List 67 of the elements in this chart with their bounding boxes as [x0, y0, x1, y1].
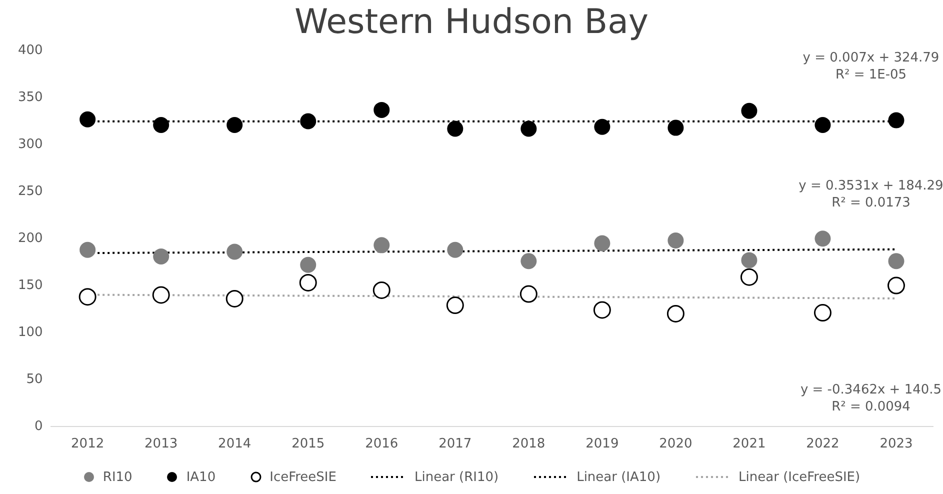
y-tick-label: 200	[18, 230, 43, 246]
point	[668, 232, 684, 248]
y-tick-label: 50	[26, 372, 43, 387]
point	[740, 268, 758, 286]
point	[520, 253, 537, 270]
point	[446, 296, 464, 314]
point	[374, 237, 390, 254]
point	[153, 116, 170, 133]
legend-label: Linear (IA10)	[576, 470, 661, 484]
x-tick-label: 2022	[806, 436, 840, 452]
point	[888, 253, 904, 270]
x-tick-label: 2023	[880, 436, 913, 452]
point	[80, 242, 96, 258]
y-tick-label: 100	[18, 324, 43, 340]
annotation: y = 0.3531x + 184.29 R² = 0.0173	[798, 178, 943, 210]
point	[299, 274, 317, 292]
point	[741, 252, 758, 268]
point	[226, 290, 244, 308]
annotation: y = 0.007x + 324.79 R² = 1E-05	[802, 50, 940, 82]
point	[594, 118, 610, 135]
point	[300, 256, 316, 273]
point	[374, 102, 390, 118]
x-tick-label: 2015	[292, 436, 325, 452]
annotation: y = -0.3462x + 140.5 R² = 0.0094	[800, 382, 942, 414]
point	[814, 304, 832, 322]
point	[226, 116, 243, 133]
x-tick-label: 2017	[438, 436, 472, 452]
point	[153, 248, 170, 264]
point	[593, 301, 611, 319]
point	[78, 288, 96, 306]
x-tick-label: 2019	[586, 436, 619, 452]
point	[814, 230, 831, 247]
point	[80, 111, 96, 128]
x-tick-label: 2018	[512, 436, 546, 452]
point	[814, 116, 831, 133]
chart-title: Western Hudson Bay	[294, 2, 649, 42]
y-tick-label: 400	[18, 43, 43, 58]
point	[372, 281, 390, 299]
point	[447, 120, 464, 137]
x-tick-label: 2014	[218, 436, 252, 452]
point	[152, 286, 170, 304]
point	[887, 276, 905, 294]
point	[888, 112, 904, 128]
legend-label: Linear (RI10)	[414, 470, 499, 484]
x-tick-label: 2021	[732, 436, 766, 452]
point	[520, 285, 538, 303]
point	[668, 120, 684, 136]
legend-label: IceFreeSIE	[270, 470, 336, 484]
x-tick-label: 2012	[71, 436, 104, 452]
legend-label: Linear (IceFreeSIE)	[738, 470, 860, 484]
x-tick-label: 2020	[659, 436, 692, 452]
point	[520, 120, 537, 137]
legend-label: IA10	[186, 470, 216, 484]
y-tick-label: 0	[34, 418, 43, 434]
y-tick-label: 350	[18, 90, 43, 106]
x-tick-label: 2013	[144, 436, 178, 452]
x-tick-label: 2016	[365, 436, 398, 452]
point	[594, 235, 610, 252]
point	[300, 113, 316, 130]
legend-label: RI10	[102, 470, 132, 484]
point	[226, 244, 243, 260]
y-tick-label: 300	[18, 137, 43, 152]
y-tick-label: 150	[18, 278, 43, 293]
point	[666, 304, 684, 322]
point	[741, 102, 758, 119]
y-tick-label: 250	[18, 184, 43, 200]
point	[447, 242, 464, 258]
